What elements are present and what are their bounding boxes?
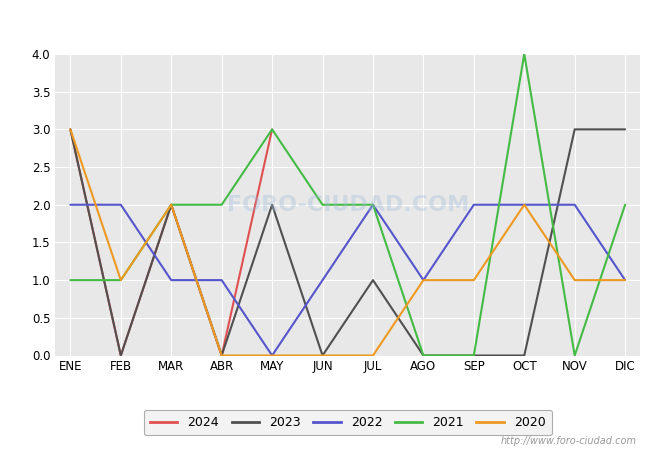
- Text: http://www.foro-ciudad.com: http://www.foro-ciudad.com: [501, 436, 637, 446]
- Text: Matriculaciones de Vehiculos en Valderredible: Matriculaciones de Vehiculos en Valderre…: [118, 14, 532, 32]
- Text: FORO-CIUDAD.COM: FORO-CIUDAD.COM: [227, 195, 469, 215]
- Legend: 2024, 2023, 2022, 2021, 2020: 2024, 2023, 2022, 2021, 2020: [144, 410, 552, 436]
